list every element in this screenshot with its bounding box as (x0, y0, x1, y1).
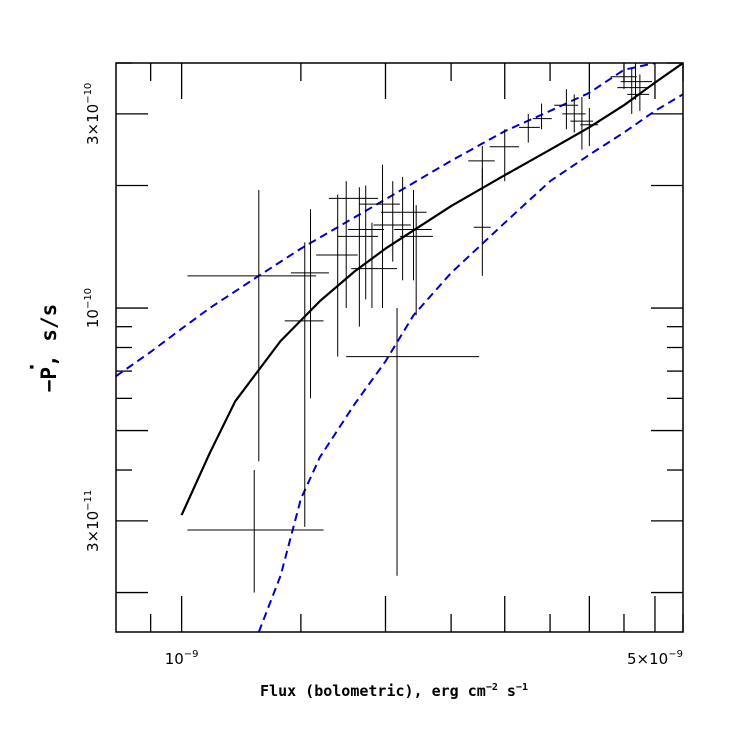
tick-group (116, 62, 684, 632)
y-tick-label-text: 10−10 (83, 288, 102, 328)
data-point (284, 242, 324, 527)
model-curve (180, 63, 683, 516)
y-axis-label-minus: − (37, 380, 61, 393)
data-point (381, 176, 427, 281)
data-point (489, 129, 520, 182)
data-point (620, 63, 653, 100)
x-tick-label: 10−9 (165, 649, 199, 668)
data-point (351, 222, 398, 309)
y-axis-label: −P, s/s · (20, 304, 61, 393)
data-point (473, 168, 491, 276)
data-point (316, 194, 358, 357)
data-points-group (187, 63, 653, 593)
x-tick-label: 5×10−9 (627, 649, 683, 668)
y-tick-label: 10−10 (83, 288, 102, 328)
data-point (532, 103, 552, 130)
y-tick-label-text: 3×10−10 (83, 83, 102, 145)
data-point (187, 470, 324, 593)
y-axis-label-dot: · (20, 361, 44, 373)
svg-text:−P, s/s: −P, s/s (37, 304, 61, 393)
y-axis-label-symbol: P (37, 367, 61, 380)
data-point (617, 67, 650, 114)
data-point (337, 187, 379, 327)
plot-frame (115, 62, 684, 633)
data-point (373, 181, 411, 262)
data-point (290, 209, 329, 399)
y-tick-label-text: 3×10−11 (83, 490, 102, 552)
curve-group (116, 63, 683, 632)
tick-label-group: 10−9 5×10−9 3×10−10 10−10 3×10−11 (83, 83, 683, 668)
data-point (580, 108, 599, 147)
data-point (187, 190, 317, 462)
data-point (399, 205, 433, 316)
data-point (394, 190, 432, 281)
x-axis-label: Flux (bolometric), erg cm−2 s−1 (260, 682, 528, 700)
data-point (610, 65, 637, 90)
confidence-bound-curve (116, 63, 656, 378)
data-point (346, 308, 480, 576)
y-axis-label-suffix: , s/s (37, 304, 61, 367)
y-tick-label: 3×10−10 (83, 83, 102, 145)
data-point (328, 181, 379, 309)
y-tick-label: 3×10−11 (83, 490, 102, 552)
confidence-bound-curve (257, 93, 683, 632)
data-point (627, 74, 650, 111)
data-point (519, 113, 540, 143)
